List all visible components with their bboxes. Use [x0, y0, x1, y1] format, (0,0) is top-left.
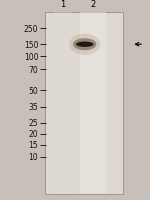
Text: 1: 1 [60, 0, 66, 9]
Text: 150: 150 [24, 41, 38, 49]
Text: 100: 100 [24, 53, 38, 61]
Text: 10: 10 [29, 153, 38, 161]
Text: 2: 2 [90, 0, 96, 9]
Ellipse shape [76, 42, 94, 48]
Text: 50: 50 [28, 87, 38, 95]
Text: 15: 15 [29, 141, 38, 149]
Ellipse shape [73, 39, 96, 51]
Text: 35: 35 [28, 103, 38, 111]
Text: 20: 20 [29, 130, 38, 138]
Text: 250: 250 [24, 25, 38, 33]
Text: 70: 70 [28, 66, 38, 74]
Bar [80, 13, 106, 194]
Bar [54, 13, 72, 194]
Ellipse shape [69, 34, 100, 56]
Text: 25: 25 [29, 119, 38, 127]
Bar [45, 13, 123, 194]
